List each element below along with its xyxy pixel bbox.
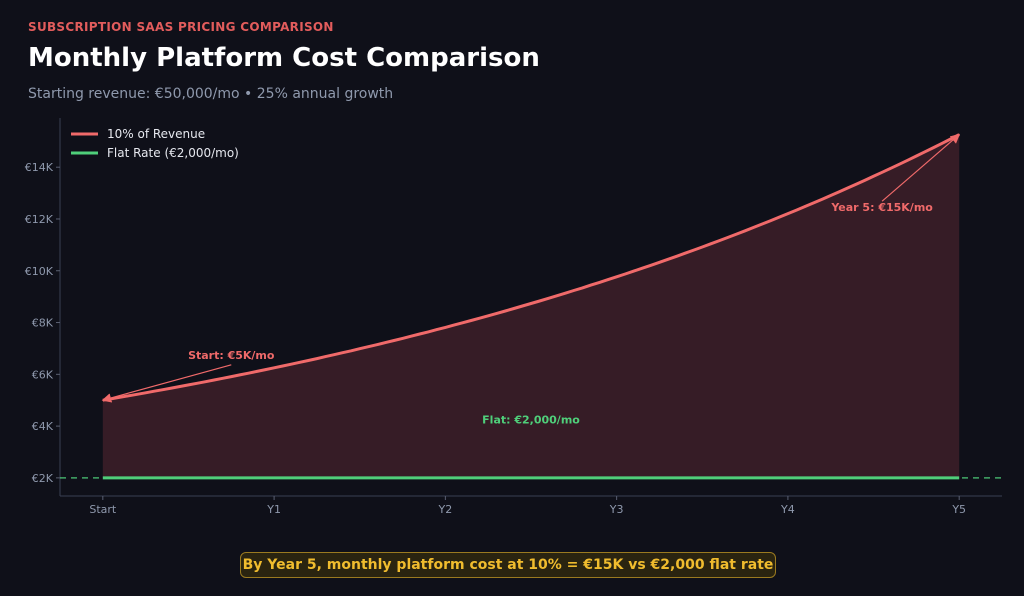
y-tick-label: €4K <box>32 420 54 433</box>
x-tick-label: Y2 <box>438 503 453 516</box>
annotation-label: Start: €5K/mo <box>188 349 275 362</box>
chart-legend: 10% of Revenue Flat Rate (€2,000/mo) <box>71 127 239 160</box>
page-subtitle: Starting revenue: €50,000/mo • 25% annua… <box>28 86 394 102</box>
x-tick-label: Y5 <box>951 503 966 516</box>
y-tick-label: €10K <box>25 265 54 278</box>
revenue-area-fill <box>102 134 960 478</box>
annotation-arrow <box>101 364 232 403</box>
y-tick-label: €6K <box>32 368 54 381</box>
x-tick-label: Y3 <box>609 503 624 516</box>
y-tick-label: €8K <box>32 317 54 330</box>
chart-eyebrow: SUBSCRIPTION SAAS PRICING COMPARISON <box>28 20 334 34</box>
annotation-label: Flat: €2,000/mo <box>482 414 580 427</box>
x-tick-label: Start <box>89 503 117 516</box>
y-tick-label: €12K <box>25 213 54 226</box>
y-tick-label: €14K <box>25 161 54 174</box>
x-tick-label: Y1 <box>266 503 281 516</box>
y-tick-label: €2K <box>32 472 54 485</box>
annotation-label: Year 5: €15K/mo <box>830 201 933 214</box>
page-title: Monthly Platform Cost Comparison <box>28 43 540 73</box>
legend-label: 10% of Revenue <box>107 127 205 141</box>
summary-callout: By Year 5, monthly platform cost at 10% … <box>240 552 776 578</box>
legend-label: Flat Rate (€2,000/mo) <box>107 146 239 160</box>
revenue-series-line <box>102 133 960 402</box>
annotation-arrow <box>881 133 961 202</box>
x-tick-label: Y4 <box>780 503 795 516</box>
